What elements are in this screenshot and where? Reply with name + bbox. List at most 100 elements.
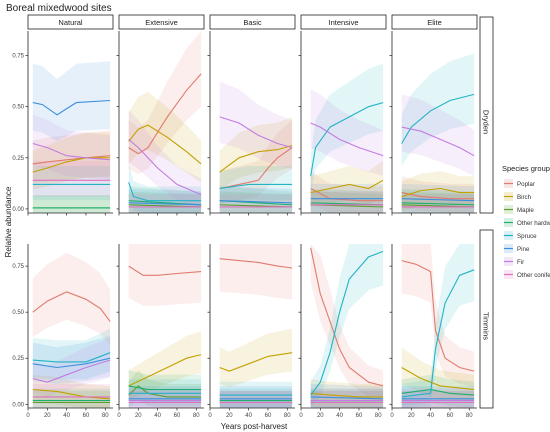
legend-label: Fir [517,259,524,266]
panel-dryden-natural: 0.00 0.25 0.50 0.75 [12,31,113,216]
x-tick-label: 40 [427,413,434,419]
band-other-conifer [310,191,384,213]
band-poplar [128,31,202,175]
panel-timmins-elite: 0 20 40 60 80 [389,244,477,419]
band-other-conifer [219,194,293,213]
band-poplar [310,171,384,213]
legend-label: Poplar [517,181,535,188]
panel-dryden-elite [389,31,477,216]
row-strip-label: Timmins [482,312,491,340]
panel-background [301,31,386,213]
chart-title: Boreal mixedwood sites [6,3,112,14]
band-poplar [32,252,111,345]
row-strip-dryden [479,16,494,214]
legend: Species group Poplar Birch Maple Other hard… [502,164,550,279]
band-other-conifer [32,160,111,197]
series-line-birch [310,392,384,398]
legend-item-spruce: Spruce [504,231,537,240]
column-strip-elite [391,14,478,30]
series-line-fir [401,126,475,157]
x-tick-label: 20 [408,413,415,419]
x-tick-label: 20 [135,413,142,419]
series-line-birch [219,352,293,372]
y-tick-label: 0.25 [12,156,24,162]
series-line-poplar [401,260,475,372]
series-line-poplar [32,291,111,322]
band-fir [128,109,202,209]
y-axis-label: Relative abundance [4,186,13,257]
x-tick-label: 60 [265,413,272,419]
x-tick-label: 60 [83,413,90,419]
band-other-conifer [32,384,111,408]
legend-item-birch: Birch [504,192,532,201]
y-tick-label: 0.50 [12,105,24,111]
legend-item-fir: Fir [504,257,524,266]
band-spruce [401,244,475,408]
band-birch [401,347,475,403]
band-birch [128,331,202,400]
band-maple [32,195,111,213]
series-line-other-hardwood [128,385,202,391]
band-other-hardwood [32,195,111,213]
x-tick-label: 0 [26,413,30,419]
band-maple [401,391,475,408]
legend-label: Pine [517,246,530,253]
series-line-pine [219,200,293,204]
band-fir [401,94,475,176]
x-tick-label: 80 [284,413,291,419]
x-tick-label: 80 [102,413,109,419]
panel-timmins-intensive: 0 20 40 60 80 [298,244,386,419]
x-tick-label: 0 [299,413,303,419]
y-tick-label: 0.00 [12,207,24,213]
series-line-poplar [128,73,202,155]
legend-label: Birch [517,194,532,201]
column-strip-natural [27,14,114,30]
legend-label: Other hardwood [517,220,550,227]
x-tick-label: 20 [226,413,233,419]
legend-label: Maple [517,207,534,214]
band-spruce [32,166,111,201]
x-axis-label: Years post-harvest [221,422,288,431]
x-tick-label: 20 [317,413,324,419]
panel-background [392,244,477,408]
series-line-poplar [310,247,384,387]
band-other-hardwood [310,189,384,213]
band-other-hardwood [32,388,111,408]
x-tick-label: 60 [447,413,454,419]
band-pine [32,61,111,142]
band-birch [219,117,293,190]
series-line-spruce [219,183,293,190]
legend-item-other-conifer: Other conifer [504,270,550,279]
series-line-fir [128,138,202,196]
series-line-birch [128,354,202,387]
series-line-pine [32,357,111,369]
band-birch [310,160,384,208]
band-pine [32,335,111,384]
series-line-fir [310,122,384,157]
column-strip-basic [209,14,296,30]
legend-label: Other conifer [517,272,550,279]
series-line-birch [310,179,384,194]
column-strip-label: Basic [243,18,262,27]
series-line-poplar [310,188,384,202]
y-tick-label: 0.00 [12,402,24,408]
row-strip-timmins [479,229,494,409]
panel-background [210,31,295,213]
band-fir [32,338,111,397]
x-tick-label: 80 [375,413,382,419]
band-fir [32,114,111,180]
band-birch [128,91,202,183]
band-other-conifer [219,391,293,408]
y-tick-label: 0.25 [12,356,24,362]
band-spruce [310,63,384,194]
band-poplar [219,244,293,300]
series-line-fir [219,116,293,149]
x-tick-label: 40 [245,413,252,419]
panel-timmins-extensive: 0 20 40 60 80 [116,244,204,419]
band-other-conifer [401,391,475,408]
series-line-pine [32,99,111,116]
band-poplar [219,120,293,204]
panel-dryden-intensive [298,31,386,216]
legend-title: Species group [502,164,550,173]
